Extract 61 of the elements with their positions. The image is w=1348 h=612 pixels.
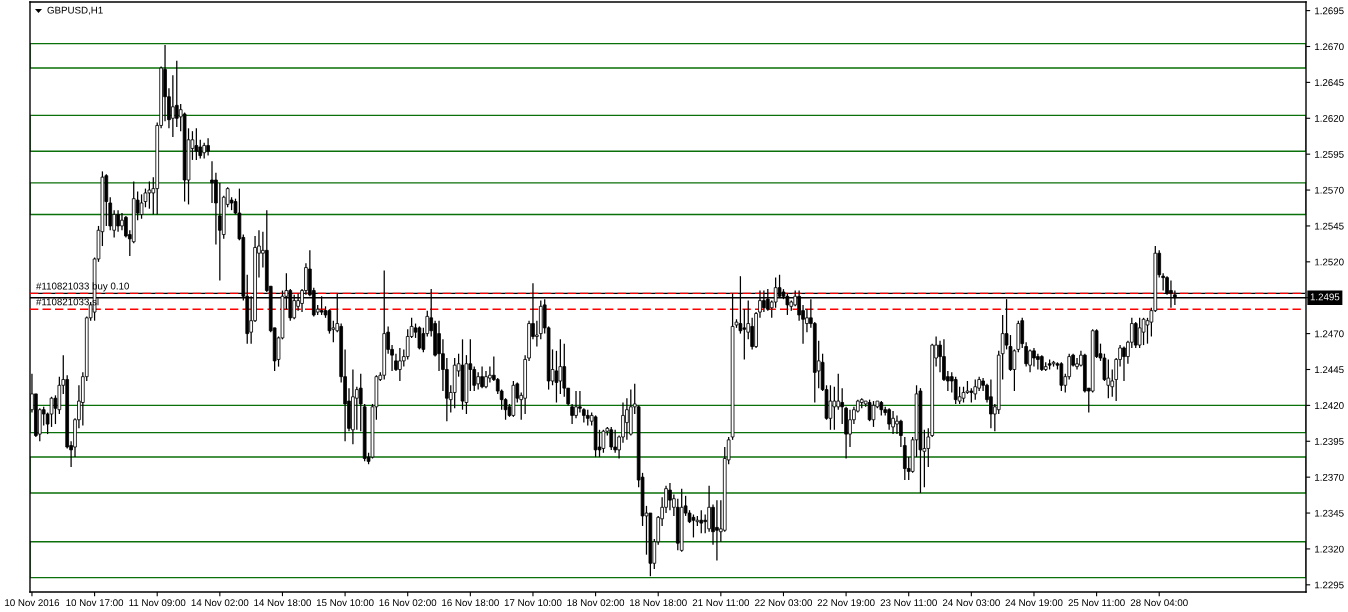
candlestick (715, 499, 719, 562)
x-tick-label: 24 Nov 19:00 (1005, 599, 1063, 607)
candlestick (327, 308, 332, 335)
x-tick-label: 18 Nov 18:00 (630, 599, 687, 607)
candlestick (613, 429, 617, 454)
x-tick-label: 22 Nov 19:00 (817, 599, 875, 607)
x-tick-label: 22 Nov 03:00 (755, 599, 813, 607)
x-tick-label: 23 Nov 11:00 (880, 599, 937, 607)
candlestick (1141, 317, 1146, 346)
candlestick (953, 376, 958, 405)
y-tick-label: 1.2395 (1315, 438, 1344, 445)
x-tick-label: 14 Nov 02:00 (191, 599, 249, 607)
y-tick-label: 1.2570 (1315, 186, 1344, 194)
candlestick (1137, 317, 1142, 349)
x-tick-label: 18 Nov 02:00 (567, 599, 625, 607)
x-tick-label: 28 Nov 04:00 (1130, 599, 1188, 607)
candlestick (989, 378, 993, 429)
chart-title: GBPUSD,H1 (47, 6, 103, 15)
candlestick (699, 509, 704, 534)
x-tick-label: 21 Nov 11:00 (692, 599, 750, 607)
x-tick-label: 10 Nov 2016 (5, 599, 60, 607)
y-tick-label: 1.2445 (1315, 366, 1344, 374)
x-tick-label: 25 Nov 11:00 (1068, 599, 1125, 607)
y-tick-label: 1.2545 (1315, 222, 1344, 230)
candlestick (210, 160, 214, 204)
candlestick (1059, 361, 1064, 392)
candlestick (742, 308, 747, 361)
candlestick (116, 209, 120, 233)
ref-line-label: #110821033 sl (36, 298, 99, 306)
candlestick (398, 347, 402, 382)
candlestick (609, 426, 614, 451)
candlestick (1122, 345, 1126, 382)
candlestick (887, 407, 891, 431)
y-tick-label: 1.2345 (1315, 509, 1344, 517)
y-tick-label: 1.2645 (1315, 79, 1344, 87)
y-tick-label: 1.2670 (1315, 43, 1344, 51)
candlestick (488, 365, 492, 384)
y-tick-label: 1.2295 (1315, 581, 1344, 589)
y-tick-label: 1.2520 (1315, 258, 1344, 266)
ref-line-label: 1.2495 (1310, 293, 1340, 301)
x-tick-label: 17 Nov 10:00 (504, 599, 562, 607)
x-tick-label: 15 Nov 10:00 (316, 599, 374, 607)
y-tick-label: 1.2420 (1315, 402, 1344, 409)
x-tick-label: 16 Nov 02:00 (379, 599, 437, 607)
x-tick-label: 16 Nov 18:00 (442, 599, 499, 607)
candlestick (1032, 347, 1036, 368)
candlestick (1106, 358, 1111, 399)
y-tick-label: 1.2620 (1315, 115, 1344, 122)
y-tick-label: 1.2320 (1315, 545, 1344, 553)
x-tick-label: 11 Nov 09:00 (129, 599, 186, 607)
y-tick-label: 1.2470 (1315, 330, 1344, 338)
x-tick-label: 14 Nov 18:00 (254, 599, 311, 607)
y-tick-label: 1.2370 (1315, 473, 1344, 481)
candlestick (480, 365, 484, 389)
candlestick (194, 127, 199, 161)
y-tick-label: 1.2695 (1315, 7, 1344, 15)
y-tick-label: 1.2595 (1315, 150, 1344, 158)
x-tick-label: 10 Nov 17:00 (66, 599, 124, 607)
candlestick (1133, 321, 1138, 349)
candlestick (206, 137, 210, 157)
x-tick-label: 24 Nov 03:00 (942, 599, 1000, 607)
